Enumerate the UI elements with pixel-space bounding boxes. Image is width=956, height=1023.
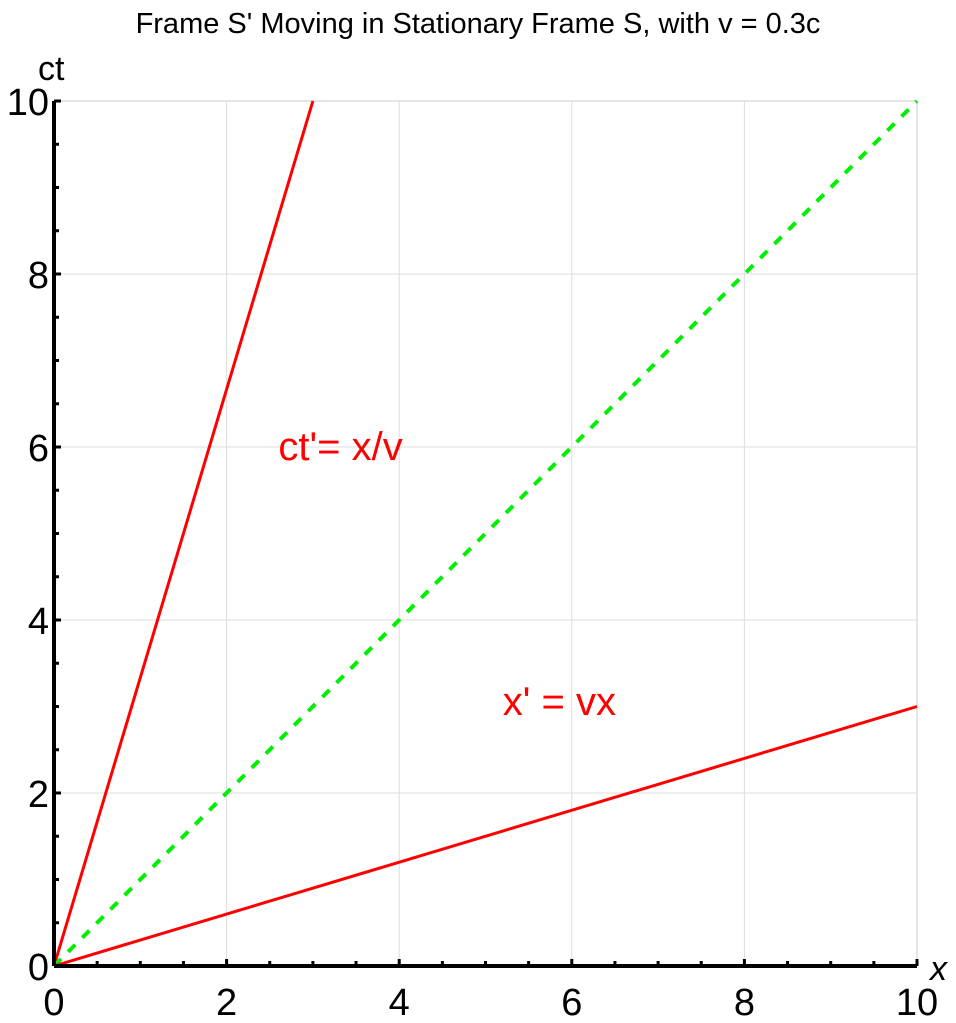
tick-marks <box>52 99 919 968</box>
y-tick-label: 4 <box>28 601 49 643</box>
data-series <box>52 99 919 968</box>
x-tick-label: 2 <box>216 982 237 1023</box>
y-axis-label: ct <box>38 50 65 88</box>
x-tick-label: 8 <box>734 982 755 1023</box>
series-line <box>53 705 918 968</box>
tick-labels: 0 2 4 6 8 10 0 2 4 6 8 10 <box>7 82 938 1023</box>
annotations: ct'= x/v x' = vx <box>278 425 616 724</box>
y-tick-label: 6 <box>28 428 49 470</box>
y-tick-label: 0 <box>28 947 49 989</box>
grid-lines <box>54 101 917 966</box>
y-tick-label: 10 <box>7 82 49 124</box>
x-tick-label: 6 <box>561 982 582 1023</box>
chart-title: Frame S' Moving in Stationary Frame S, w… <box>136 8 821 40</box>
y-tick-label: 2 <box>28 774 49 816</box>
series-line <box>52 99 919 968</box>
x-axis-label: x <box>928 950 948 988</box>
y-tick-label: 8 <box>28 255 49 297</box>
annotation-label: ct'= x/v <box>278 425 402 469</box>
x-tick-label: 10 <box>896 982 938 1023</box>
series-line <box>52 100 315 967</box>
x-tick-label: 4 <box>389 982 410 1023</box>
annotation-label: x' = vx <box>503 680 616 724</box>
x-tick-label: 0 <box>43 982 64 1023</box>
